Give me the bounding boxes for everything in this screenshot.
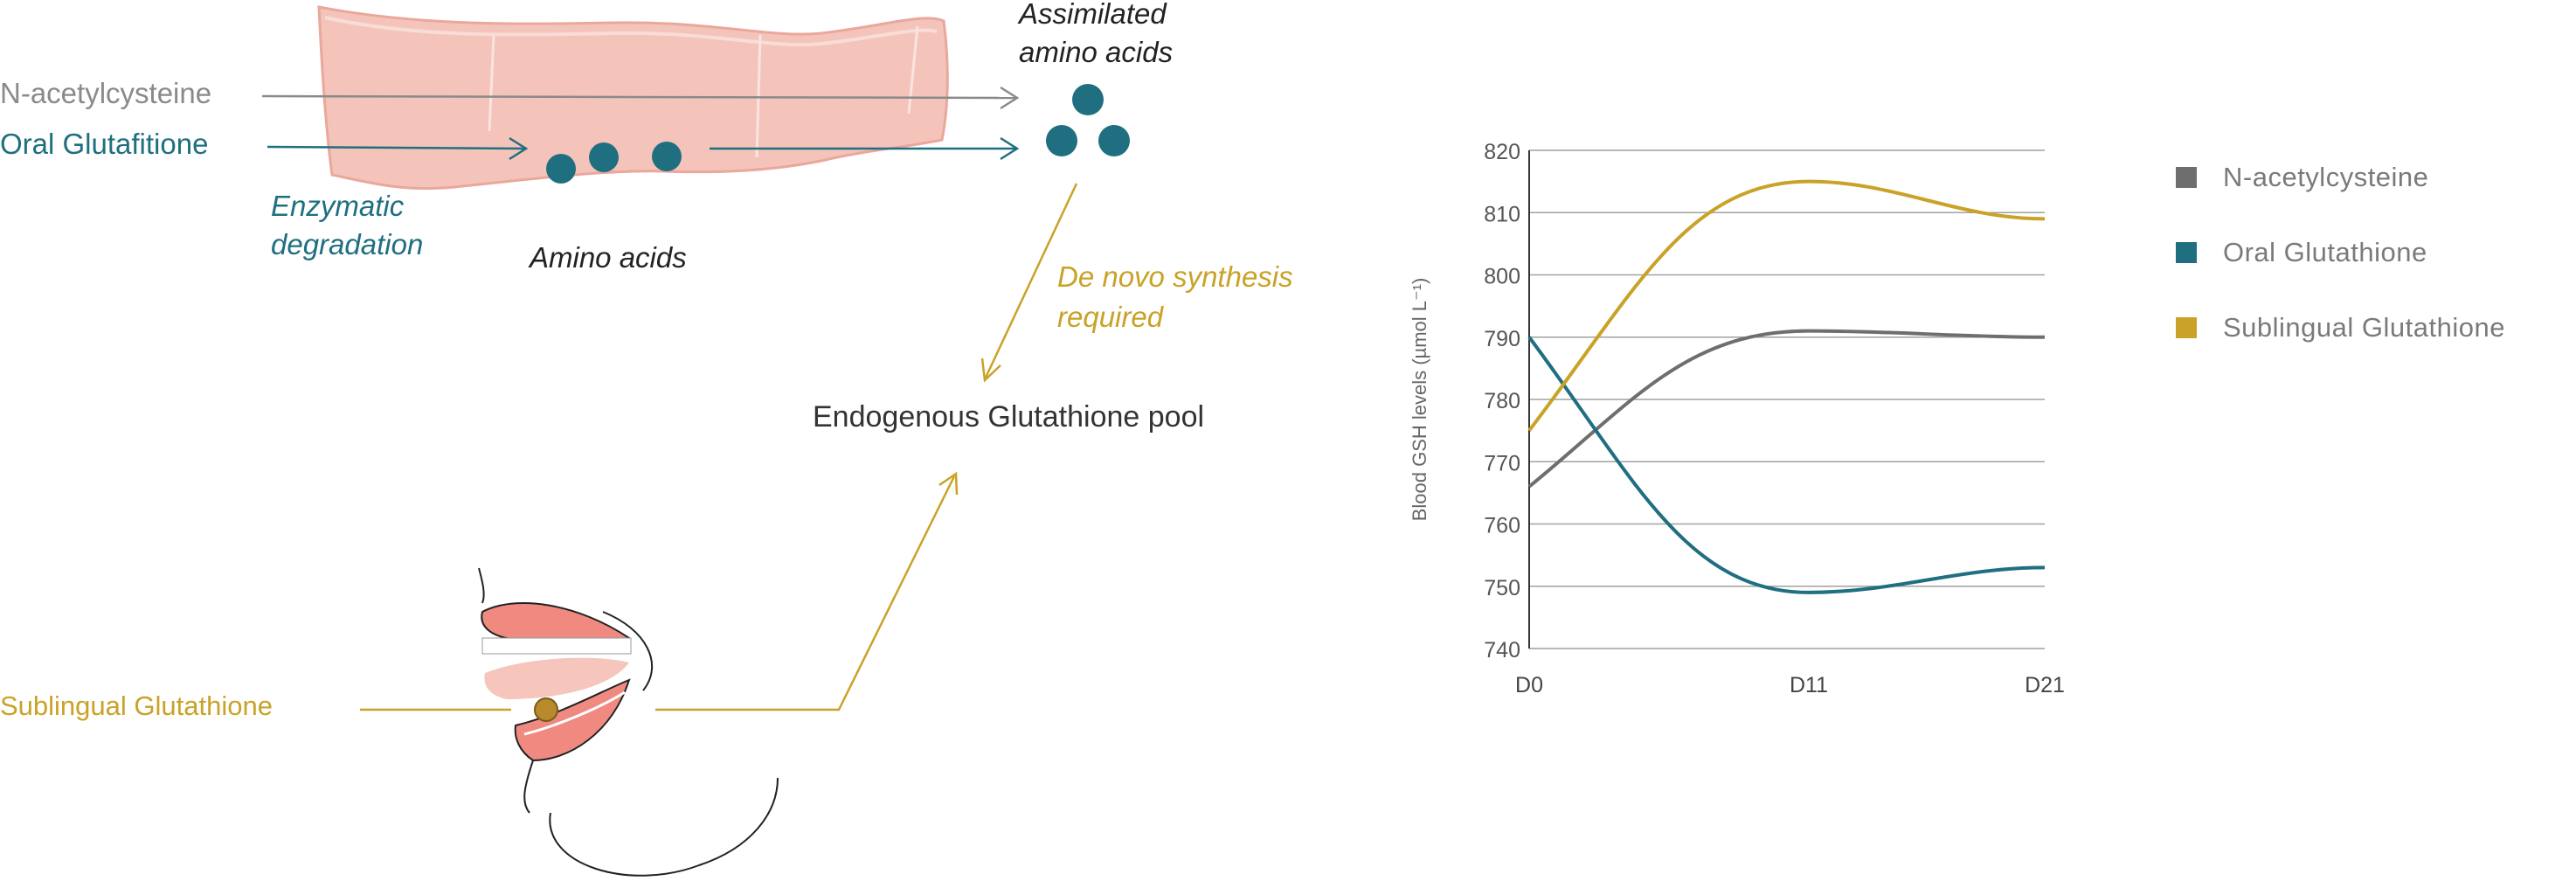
y-tick-label: 800 (1484, 265, 1520, 289)
series-line-oral-glutathione (1527, 336, 2046, 594)
nac-arrow (261, 86, 1020, 110)
oral-gsh-label: Oral Glutafitione (0, 128, 209, 160)
x-tick-label: D11 (1790, 673, 1828, 697)
chart-legend: N-acetylcysteine Oral Glutathione Sublingu… (2176, 140, 2505, 365)
y-axis-label: Blood GSH levels (µmol L⁻¹) (1409, 278, 1430, 522)
nac-label: N-acetylcysteine (0, 77, 212, 109)
legend-label: Oral Glutathione (2223, 237, 2427, 267)
y-tick-label: 740 (1484, 638, 1520, 663)
legend-swatch (2176, 317, 2197, 338)
legend-item: N-acetylcysteine (2176, 140, 2505, 215)
sublingual-label: Sublingual Glutathione (0, 690, 273, 721)
oral-gsh-arrow (267, 136, 529, 161)
pool-label: Endogenous Glutathione pool (813, 400, 1205, 434)
x-tick-label: D0 (1515, 673, 1543, 697)
gsh-line-chart: 740 750 760 770 780 790 800 810 820 D0 D11 D21 Blood… (1409, 140, 2065, 697)
assimilated-dot (1046, 125, 1077, 156)
legend-item: Oral Glutathione (2176, 215, 2505, 290)
x-tick-label: D21 (2025, 673, 2065, 697)
y-tick-label: 810 (1484, 202, 1520, 226)
amino-acid-dot (652, 142, 682, 171)
de-novo-label: De novo synthesis required (1057, 260, 1293, 333)
assimilated-dot (1072, 84, 1104, 115)
legend-label: Sublingual Glutathione (2223, 312, 2505, 343)
mouth-illustration (478, 567, 779, 877)
amino-acid-dot (589, 142, 619, 172)
legend-swatch (2176, 167, 2197, 188)
absorption-arrow (710, 136, 1020, 161)
legend-swatch (2176, 242, 2197, 263)
legend-item: Sublingual Glutathione (2176, 290, 2505, 365)
y-tick-label: 770 (1484, 451, 1520, 475)
sublingual-tablet (534, 697, 558, 722)
amino-acids-label: Amino acids (530, 241, 687, 274)
legend-label: N-acetylcysteine (2223, 162, 2429, 192)
series-line-sublingual-glutathione (1527, 179, 2046, 432)
y-tick-label: 780 (1484, 389, 1520, 413)
sublingual-arrow (655, 471, 959, 711)
y-tick-label: 750 (1484, 576, 1520, 600)
y-tick-label: 760 (1484, 514, 1520, 538)
y-tick-label: 790 (1484, 327, 1520, 351)
assimilated-dot (1098, 125, 1130, 156)
y-tick-label: 820 (1484, 140, 1520, 164)
series-line-n-acetylcysteine (1527, 329, 2046, 489)
de-novo-arrow (980, 183, 1078, 383)
assimilated-label: Assimilated amino acids (1019, 0, 1174, 68)
enzymatic-degradation-label: Enzymatic degradation (271, 190, 424, 260)
amino-acid-dot (546, 154, 576, 184)
